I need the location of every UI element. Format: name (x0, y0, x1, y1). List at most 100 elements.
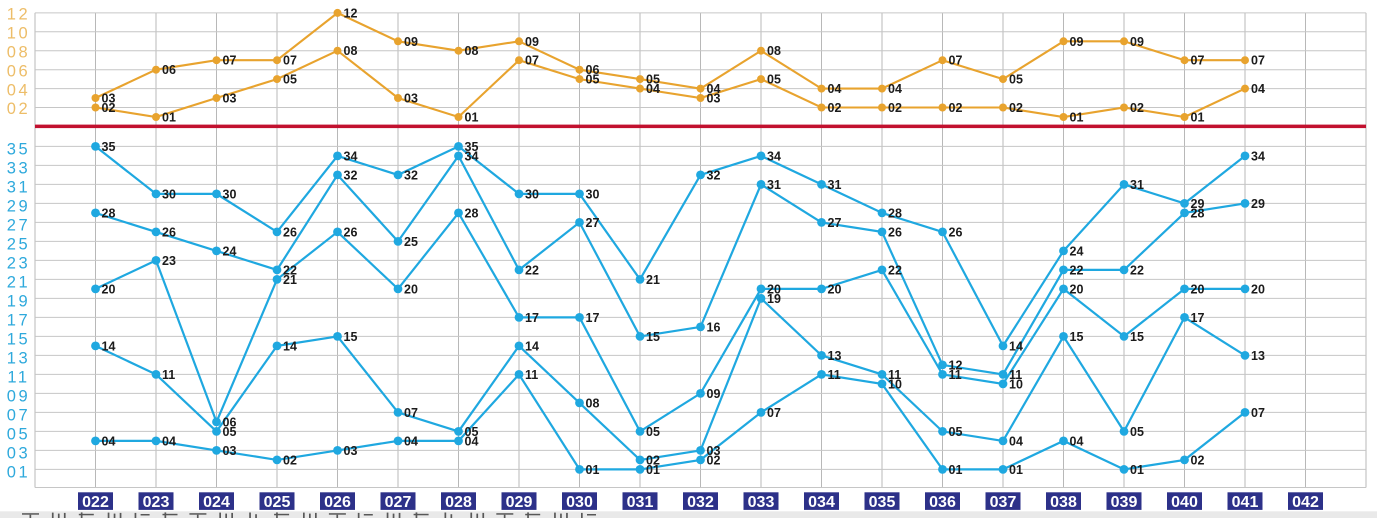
svg-text:034: 034 (808, 494, 835, 511)
svg-text:05: 05 (223, 425, 237, 439)
svg-text:20: 20 (102, 282, 116, 296)
svg-text:24: 24 (223, 244, 237, 258)
svg-text:34: 34 (465, 149, 479, 163)
svg-text:15: 15 (1070, 330, 1084, 344)
svg-text:01: 01 (1191, 111, 1205, 125)
svg-text:04: 04 (828, 82, 842, 96)
svg-text:036: 036 (929, 494, 956, 511)
svg-text:08: 08 (767, 44, 781, 58)
svg-text:02: 02 (102, 101, 116, 115)
svg-text:05: 05 (767, 73, 781, 87)
svg-text:02: 02 (7, 100, 31, 118)
svg-text:11: 11 (949, 368, 962, 382)
svg-text:21: 21 (646, 273, 660, 287)
svg-text:30: 30 (586, 187, 600, 201)
svg-text:01: 01 (1009, 463, 1023, 477)
svg-text:03: 03 (102, 92, 116, 106)
svg-text:12: 12 (949, 358, 963, 372)
svg-text:09: 09 (525, 35, 539, 49)
svg-text:06: 06 (7, 62, 31, 80)
svg-text:041: 041 (1232, 494, 1259, 511)
svg-text:05: 05 (7, 425, 31, 443)
svg-text:030: 030 (566, 494, 593, 511)
svg-text:17: 17 (525, 311, 539, 325)
svg-text:10: 10 (7, 25, 31, 43)
svg-text:022: 022 (82, 494, 109, 511)
svg-text:34: 34 (767, 149, 781, 163)
svg-text:15: 15 (344, 330, 358, 344)
svg-text:25: 25 (404, 235, 418, 249)
svg-text:037: 037 (990, 494, 1017, 511)
svg-text:09: 09 (7, 387, 31, 405)
svg-text:02: 02 (949, 101, 963, 115)
svg-text:04: 04 (465, 434, 479, 448)
svg-text:30: 30 (223, 187, 237, 201)
svg-text:01: 01 (162, 111, 176, 125)
svg-text:07: 07 (767, 406, 781, 420)
svg-text:19: 19 (7, 292, 31, 310)
svg-text:15: 15 (1130, 330, 1144, 344)
svg-text:03: 03 (707, 444, 721, 458)
svg-text:01: 01 (646, 463, 660, 477)
svg-text:22: 22 (525, 263, 539, 277)
svg-text:28: 28 (465, 206, 479, 220)
svg-text:29: 29 (7, 197, 31, 215)
svg-text:05: 05 (465, 425, 479, 439)
svg-text:27: 27 (7, 216, 31, 234)
svg-text:06: 06 (162, 63, 176, 77)
svg-text:14: 14 (1009, 339, 1023, 353)
svg-text:20: 20 (404, 282, 418, 296)
svg-text:01: 01 (586, 463, 600, 477)
svg-text:09: 09 (404, 35, 418, 49)
svg-text:29: 29 (1251, 197, 1265, 211)
svg-text:33: 33 (7, 159, 31, 177)
svg-text:13: 13 (1251, 349, 1265, 363)
svg-text:09: 09 (1130, 35, 1144, 49)
svg-text:13: 13 (7, 349, 31, 367)
svg-text:02: 02 (1009, 101, 1023, 115)
svg-text:17: 17 (7, 311, 31, 329)
svg-text:08: 08 (7, 43, 31, 61)
svg-text:17: 17 (586, 311, 600, 325)
svg-text:14: 14 (525, 339, 539, 353)
svg-text:23: 23 (7, 254, 31, 272)
svg-text:024: 024 (203, 494, 230, 511)
svg-text:10: 10 (888, 377, 902, 391)
svg-text:07: 07 (1251, 406, 1265, 420)
svg-text:04: 04 (1070, 434, 1084, 448)
svg-text:11: 11 (7, 368, 29, 386)
svg-text:14: 14 (102, 339, 116, 353)
svg-text:26: 26 (162, 225, 176, 239)
svg-text:32: 32 (404, 168, 418, 182)
svg-text:30: 30 (162, 187, 176, 201)
svg-text:21: 21 (7, 273, 31, 291)
svg-text:031: 031 (627, 494, 654, 511)
svg-text:22: 22 (888, 263, 902, 277)
svg-text:11: 11 (888, 368, 901, 382)
svg-text:039: 039 (1111, 494, 1138, 511)
svg-text:04: 04 (162, 434, 176, 448)
svg-text:11: 11 (525, 368, 538, 382)
svg-text:35: 35 (465, 140, 479, 154)
svg-text:16: 16 (707, 320, 721, 334)
svg-text:29: 29 (1191, 197, 1205, 211)
svg-text:04: 04 (404, 434, 418, 448)
svg-text:03: 03 (707, 92, 721, 106)
svg-text:26: 26 (283, 225, 297, 239)
svg-text:23: 23 (162, 254, 176, 268)
svg-text:04: 04 (646, 82, 660, 96)
svg-text:28: 28 (888, 206, 902, 220)
svg-text:20: 20 (1251, 282, 1265, 296)
svg-text:07: 07 (1251, 54, 1265, 68)
svg-text:05: 05 (283, 73, 297, 87)
svg-text:02: 02 (888, 101, 902, 115)
svg-text:01: 01 (465, 111, 479, 125)
svg-text:03: 03 (7, 444, 31, 462)
svg-text:04: 04 (1009, 434, 1023, 448)
svg-text:02: 02 (646, 453, 660, 467)
svg-text:04: 04 (102, 434, 116, 448)
svg-text:31: 31 (1130, 178, 1144, 192)
svg-text:02: 02 (1130, 101, 1144, 115)
svg-text:05: 05 (1130, 425, 1144, 439)
svg-text:01: 01 (7, 463, 31, 481)
